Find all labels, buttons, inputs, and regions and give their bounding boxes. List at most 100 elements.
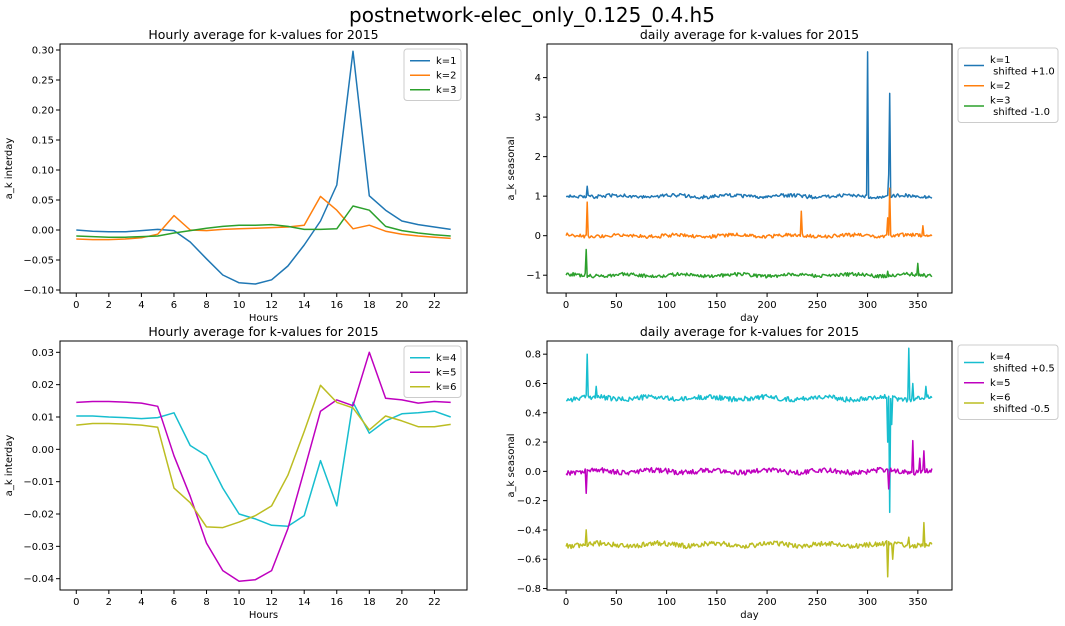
- x-tick-label: 16: [330, 300, 343, 311]
- y-tick-label: 2: [535, 152, 541, 163]
- x-tick-label: 50: [610, 597, 623, 608]
- y-tick-label: −0.05: [23, 256, 54, 267]
- legend-label: k=4 shifted +0.5: [990, 352, 1055, 375]
- y-tick-label: 0.2: [525, 438, 541, 449]
- x-axis-label: day: [740, 313, 758, 324]
- legend: k=4 k=5 k=6: [403, 345, 462, 398]
- x-tick-label: 22: [428, 597, 441, 608]
- x-tick-label: 300: [858, 300, 877, 311]
- y-tick-label: 0: [535, 231, 541, 242]
- chart-panel-2: 0 50 100 150 200 250 300 350 −1 0 1 2 3 4 daily averag…: [506, 27, 1059, 324]
- series-line-3: [565, 521, 933, 578]
- legend: k=1 shifted +1.0 k=2 k=3 shifted -1.0: [957, 47, 1059, 123]
- x-tick-label: 6: [171, 597, 177, 608]
- series-line-2: [76, 195, 451, 241]
- series-line-3: [76, 205, 451, 238]
- y-tick-label: 3: [535, 113, 541, 124]
- chart-panel-4: 0 50 100 150 200 250 300 350 −0.8 −0.6 −0.4 −0.2 0.0…: [506, 324, 1059, 621]
- series-group: [565, 347, 933, 578]
- panel-title: daily average for k-values for 2015: [640, 27, 859, 42]
- series-line-2: [565, 439, 933, 495]
- series-line-2: [565, 187, 933, 239]
- legend-label: k=1: [436, 56, 457, 67]
- panel-title: Hourly average for k-values for 2015: [148, 27, 378, 42]
- plot-frame: [546, 43, 953, 294]
- y-tick-label: −0.03: [23, 542, 54, 553]
- legend-label: k=3 shifted -1.0: [990, 96, 1050, 119]
- x-tick-label: 14: [298, 597, 311, 608]
- legend-frame: [957, 47, 1059, 123]
- series-line-1: [566, 347, 933, 514]
- x-tick-label: 150: [707, 597, 726, 608]
- x-axis-label: day: [740, 610, 758, 621]
- series-line-1: [76, 401, 451, 528]
- x-tick-label: 22: [428, 300, 441, 311]
- y-tick-label: 0.02: [32, 380, 54, 391]
- y-tick-label: 0.00: [32, 226, 54, 237]
- chart-panel-1: 0 2 4 6 8 10 12 14 16 18 20 22 −0.10 −0.05 0.00 0.05 0.1…: [4, 27, 468, 324]
- series-group: [76, 351, 451, 583]
- x-tick-label: 20: [396, 597, 409, 608]
- x-tick-label: 2: [106, 597, 112, 608]
- y-axis-label: a_k seasonal: [506, 136, 517, 200]
- x-tick-label: 16: [330, 597, 343, 608]
- plot-frame: [546, 340, 953, 591]
- series-line-1: [565, 51, 933, 200]
- y-tick-label: 0.03: [32, 348, 54, 359]
- x-tick-label: 200: [758, 597, 777, 608]
- x-tick-label: 8: [203, 300, 209, 311]
- x-tick-label: 300: [858, 597, 877, 608]
- legend-label: k=3: [436, 85, 457, 96]
- legend-frame: [403, 48, 462, 101]
- y-tick-label: −0.10: [23, 286, 54, 297]
- y-tick-label: 0.00: [32, 445, 54, 456]
- x-tick-label: 18: [363, 597, 376, 608]
- plot-frame: [59, 43, 468, 294]
- series-line-3: [565, 248, 933, 279]
- x-tick-label: 0: [73, 597, 79, 608]
- x-tick-label: 8: [203, 597, 209, 608]
- legend-label: k=5: [436, 368, 457, 379]
- x-tick-label: 100: [657, 300, 676, 311]
- x-tick-label: 200: [758, 300, 777, 311]
- y-tick-label: 0.25: [32, 76, 54, 87]
- x-tick-label: 350: [908, 300, 927, 311]
- plot-frame: [59, 340, 468, 591]
- chart-panel-3: 0 2 4 6 8 10 12 14 16 18 20 22 −0.04 −0.03 −0.02 −0.01 0…: [4, 324, 468, 621]
- y-tick-label: −0.4: [517, 525, 541, 536]
- y-tick-label: 0.4: [525, 408, 541, 419]
- y-tick-label: −1: [526, 271, 541, 282]
- x-tick-label: 12: [265, 300, 278, 311]
- y-tick-label: −0.6: [517, 555, 541, 566]
- panel-title: Hourly average for k-values for 2015: [148, 324, 378, 339]
- x-tick-label: 0: [563, 597, 569, 608]
- y-tick-label: 0.30: [32, 46, 54, 57]
- x-tick-label: 150: [707, 300, 726, 311]
- x-tick-label: 10: [233, 300, 246, 311]
- y-axis-label: a_k seasonal: [506, 433, 517, 497]
- x-tick-label: 4: [138, 300, 144, 311]
- x-tick-label: 100: [657, 597, 676, 608]
- x-tick-label: 0: [73, 300, 79, 311]
- y-tick-label: 4: [535, 73, 541, 84]
- y-tick-label: 0.01: [32, 412, 54, 423]
- x-tick-label: 18: [363, 300, 376, 311]
- x-tick-label: 10: [233, 597, 246, 608]
- x-tick-label: 6: [171, 300, 177, 311]
- y-tick-label: 0.6: [525, 379, 541, 390]
- y-tick-label: 1: [535, 192, 541, 203]
- x-tick-label: 12: [265, 597, 278, 608]
- x-axis-label: Hours: [249, 610, 278, 621]
- x-tick-label: 0: [563, 300, 569, 311]
- x-tick-label: 50: [610, 300, 623, 311]
- figure-title: postnetwork-elec_only_0.125_0.4.h5: [349, 3, 715, 27]
- legend-label: k=2: [436, 71, 457, 82]
- y-tick-label: −0.01: [23, 477, 54, 488]
- y-tick-label: −0.2: [517, 496, 541, 507]
- y-tick-label: 0.20: [32, 106, 54, 117]
- y-tick-label: 0.15: [32, 136, 54, 147]
- y-tick-label: −0.8: [517, 584, 541, 595]
- legend-frame: [957, 344, 1059, 420]
- x-tick-label: 20: [396, 300, 409, 311]
